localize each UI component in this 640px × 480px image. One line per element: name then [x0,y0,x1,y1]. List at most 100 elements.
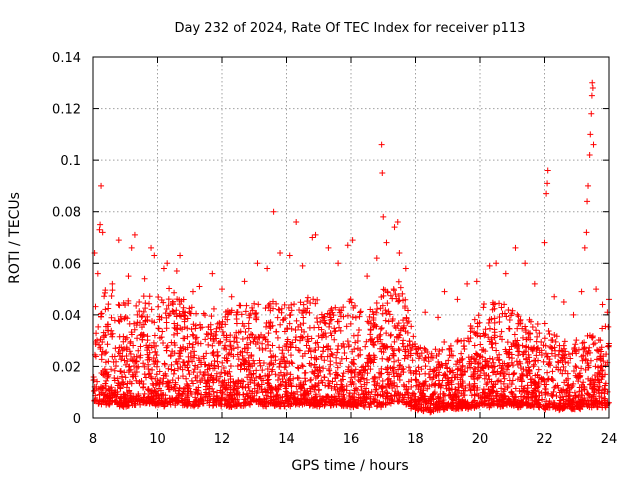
data-point [466,360,473,367]
data-point [454,296,461,303]
data-point [254,260,261,267]
data-point [391,392,398,399]
data-point [340,304,347,311]
data-point [265,380,272,387]
data-point [125,273,132,280]
data-point [458,350,465,357]
data-point [102,287,109,294]
data-point [535,357,542,364]
data-point [379,310,386,317]
data-point [334,364,341,371]
data-point [358,374,365,381]
data-point [341,350,348,357]
data-point [328,350,335,357]
data-point [489,344,496,351]
data-point [555,359,562,366]
data-point [540,376,547,383]
data-point [107,395,114,402]
data-point [426,407,433,414]
data-point [555,366,562,373]
data-point [264,265,271,272]
data-point [518,383,525,390]
data-point [355,377,362,384]
data-point [93,384,100,391]
data-point [442,403,449,410]
data-point [394,398,401,405]
data-point [292,327,299,334]
data-point [465,405,472,412]
data-point [327,330,334,337]
data-point [350,360,357,367]
x-tick-label: 22 [536,432,553,447]
data-point [325,366,332,373]
data-point [232,380,239,387]
data-point [127,338,134,345]
data-point [501,375,508,382]
data-point [192,339,199,346]
data-point [157,376,164,383]
data-point [160,265,167,272]
data-point [299,363,306,370]
data-point [425,358,432,365]
data-point [328,394,335,401]
data-point [301,307,308,314]
data-point [370,311,377,318]
data-point [472,350,479,357]
data-point [575,378,582,385]
data-point [499,398,506,405]
data-point [432,382,439,389]
data-point [395,320,402,327]
data-point [304,333,311,340]
data-point [450,403,457,410]
data-point [315,372,322,379]
data-point [209,270,216,277]
data-point [184,344,191,351]
data-point [489,299,496,306]
data-point [325,342,332,349]
data-point [561,379,568,386]
data-point [524,385,531,392]
data-point [276,307,283,314]
data-point [543,381,550,388]
data-point [111,375,118,382]
data-point [284,370,291,377]
data-point [282,379,289,386]
data-point [119,373,126,380]
data-point [466,382,473,389]
data-point [111,367,118,374]
data-point [471,382,478,389]
data-point [573,364,580,371]
x-tick-label: 8 [89,432,97,447]
data-point [308,362,315,369]
data-point [158,296,165,303]
data-point [129,371,136,378]
data-point [210,388,217,395]
data-point [601,390,608,397]
data-point [276,399,283,406]
data-point [234,344,241,351]
data-point [118,316,125,323]
data-point [317,318,324,325]
data-point [402,303,409,310]
data-point [589,79,596,86]
data-point [155,392,162,399]
data-point [183,381,190,388]
data-point [277,249,284,256]
data-point [213,328,220,335]
data-point [233,309,240,316]
data-point [140,293,147,300]
data-point [409,390,416,397]
x-tick-label: 18 [407,432,424,447]
data-point [518,370,525,377]
data-point [189,331,196,338]
data-point [285,304,292,311]
data-point [311,368,318,375]
data-point [338,355,345,362]
data-point [276,372,283,379]
data-point [328,399,335,406]
data-point [209,402,216,409]
data-point [125,368,132,375]
data-point [552,338,559,345]
data-point [586,332,593,339]
data-point [471,342,478,349]
